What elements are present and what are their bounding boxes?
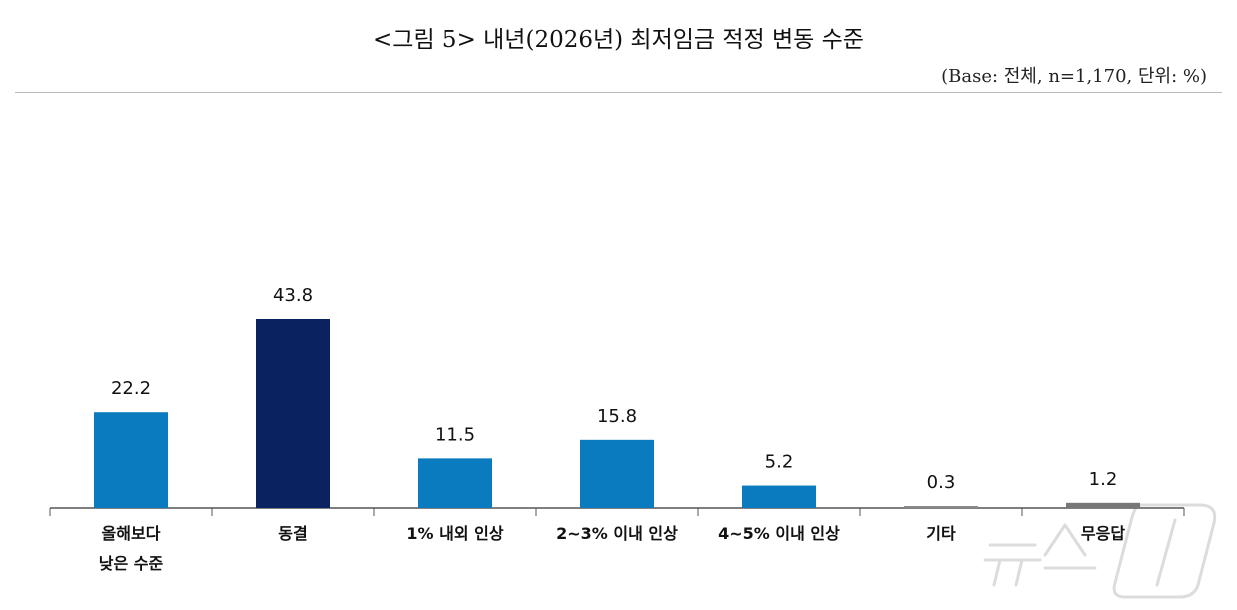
divider — [15, 92, 1222, 93]
bar — [418, 458, 492, 508]
x-tick-label: 기타 — [926, 524, 956, 543]
data-label: 43.8 — [273, 285, 313, 306]
x-tick-label: 1% 내외 인상 — [406, 524, 503, 543]
watermark-logo — [983, 503, 1217, 599]
x-tick-label: 동결 — [278, 524, 307, 543]
chart-subtitle: (Base: 전체, n=1,170, 단위: %) — [941, 66, 1207, 87]
chart-title: <그림 5> 내년(2026년) 최저임금 적정 변동 수준 — [373, 27, 864, 53]
data-label: 0.3 — [927, 472, 956, 493]
x-tick-label: 올해보다 — [102, 524, 161, 543]
bar — [904, 506, 978, 508]
bar — [94, 412, 168, 508]
x-tick-label: 무응답 — [1081, 524, 1125, 543]
data-label: 1.2 — [1089, 469, 1118, 490]
data-label: 11.5 — [435, 424, 475, 445]
data-label: 22.2 — [111, 378, 151, 399]
data-label: 5.2 — [765, 452, 794, 473]
bar — [1066, 502, 1140, 508]
x-tick-label: 4~5% 이내 인상 — [718, 524, 840, 543]
x-tick-label: 낮은 수준 — [99, 554, 164, 573]
bar — [742, 485, 816, 508]
bar — [256, 319, 330, 508]
bar — [580, 439, 654, 508]
data-label: 15.8 — [597, 406, 637, 427]
x-tick-label: 2~3% 이내 인상 — [556, 524, 678, 543]
